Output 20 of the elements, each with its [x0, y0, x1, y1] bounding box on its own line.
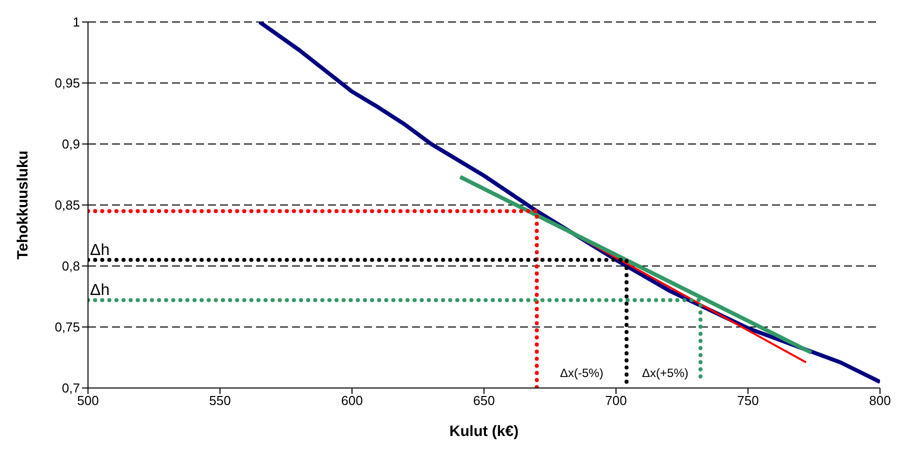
- annotation: Δh: [90, 242, 110, 260]
- y-tick-label: 0,9: [62, 136, 80, 152]
- y-tick-label: 0,85: [54, 198, 80, 213]
- annotation: Δx(-5%): [560, 366, 604, 380]
- x-axis-title: Kulut (k€): [449, 423, 519, 440]
- y-tick-label: 0,95: [54, 76, 80, 91]
- y-tick-label: 1: [72, 14, 80, 30]
- y-tick-label: 0,8: [62, 258, 80, 274]
- x-tick-label: 800: [869, 393, 891, 408]
- x-tick-label: 700: [605, 393, 627, 408]
- x-tick-label: 650: [473, 393, 495, 408]
- y-axis-title: Tehokkuusluku: [14, 150, 32, 260]
- y-tick-label: 0,7: [62, 380, 80, 396]
- x-tick-label: 600: [341, 393, 363, 408]
- annotation: Δx(+5%): [642, 366, 688, 380]
- x-tick-label: 750: [737, 393, 759, 408]
- x-tick-label: 500: [77, 393, 99, 408]
- y-tick-label: 0,75: [54, 320, 80, 335]
- annotation: Δh: [90, 282, 110, 300]
- x-tick-label: 550: [209, 393, 231, 408]
